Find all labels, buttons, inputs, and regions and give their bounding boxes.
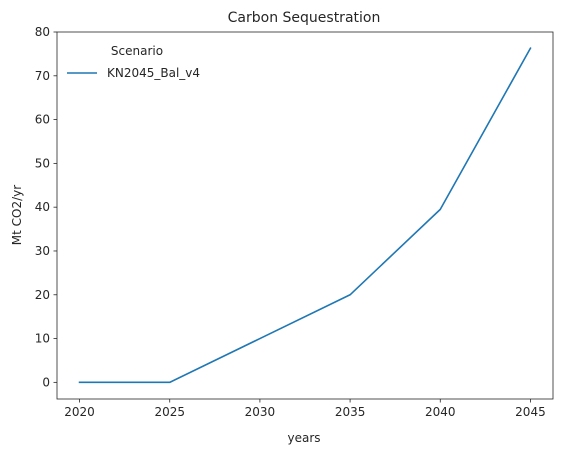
x-tick-label-2025: 2025 (154, 405, 185, 419)
y-axis-ticks: 0 10 20 30 40 50 60 70 80 (35, 25, 57, 389)
y-tick-label-20: 20 (35, 288, 50, 302)
series-line-kn2045-bal-v4 (80, 48, 531, 382)
x-tick-label-2045: 2045 (515, 405, 546, 419)
x-tick-label-2035: 2035 (335, 405, 366, 419)
chart-title: Carbon Sequestration (228, 10, 381, 26)
y-tick-label-70: 70 (35, 69, 50, 83)
legend-label-kn2045-bal-v4: KN2045_Bal_v4 (107, 66, 200, 80)
series-layer (80, 48, 531, 382)
x-tick-label-2020: 2020 (64, 405, 95, 419)
y-tick-label-40: 40 (35, 200, 50, 214)
y-tick-label-50: 50 (35, 156, 50, 170)
x-tick-label-2040: 2040 (425, 405, 456, 419)
x-axis-label: years (287, 431, 320, 445)
plot-area: 2020 2025 2030 2035 2040 2045 010203040506070… (35, 25, 553, 419)
legend-title: Scenario (111, 44, 163, 58)
y-tick-label-60: 60 (35, 113, 50, 127)
y-tick-label-80: 80 (35, 25, 50, 39)
y-tick-label-10: 10 (35, 332, 50, 346)
y-tick-label-30: 30 (35, 244, 50, 258)
y-tick-label-0: 0 (42, 375, 50, 389)
plot-frame (57, 32, 553, 399)
x-tick-label-2030: 2030 (245, 405, 276, 419)
y-axis-label: Mt CO2/yr (10, 185, 24, 245)
x-axis-ticks: 2020 2025 2030 2035 2040 2045 (64, 399, 545, 419)
legend: Scenario KN2045_Bal_v4 (67, 44, 200, 80)
